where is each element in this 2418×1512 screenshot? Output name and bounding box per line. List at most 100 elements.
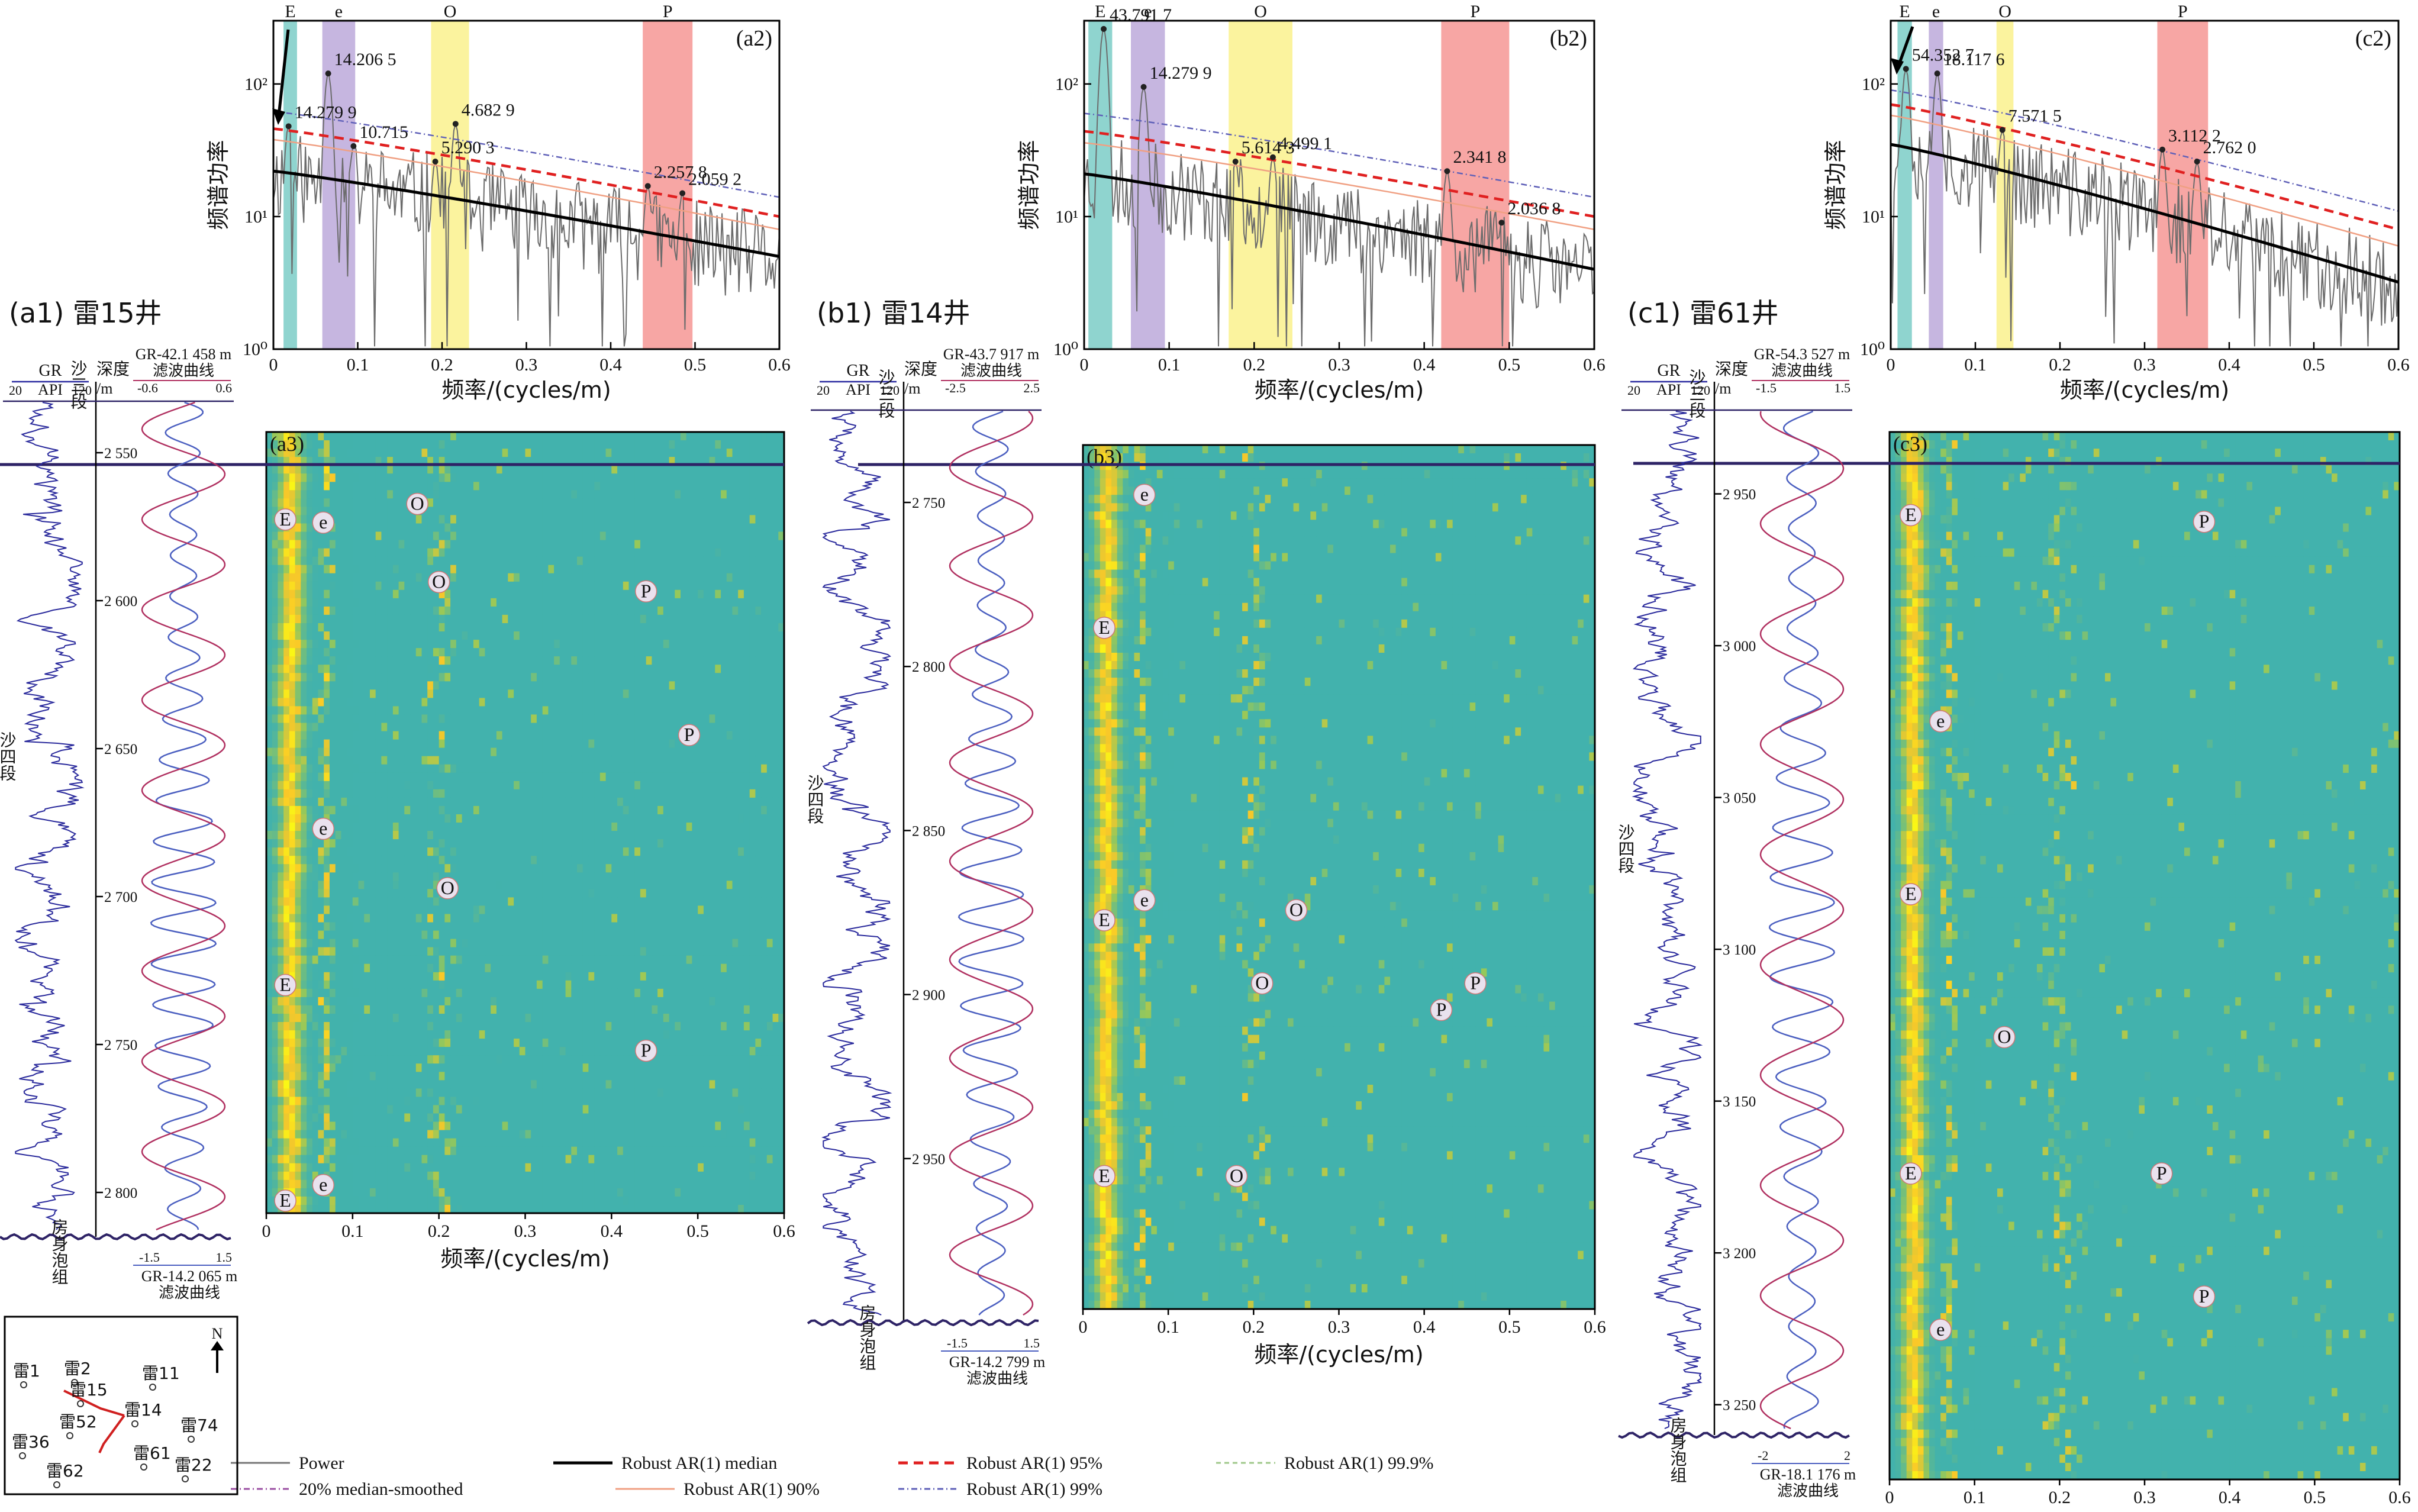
heatmap-cell <box>318 640 324 649</box>
heatmap-cell <box>582 847 589 856</box>
heatmap-cell <box>387 531 394 541</box>
heatmap-cell <box>681 457 687 466</box>
heatmap-cell <box>329 565 336 574</box>
heatmap-cell <box>364 640 370 649</box>
heatmap-cell <box>675 673 681 682</box>
heatmap-cell <box>462 731 469 740</box>
heatmap-cell <box>392 498 399 508</box>
heatmap-cell <box>519 781 526 790</box>
heatmap-cell <box>427 531 434 541</box>
heatmap-cell <box>352 656 359 665</box>
heatmap-cell <box>329 864 336 873</box>
heatmap-cell <box>496 706 503 715</box>
heatmap-cell <box>749 714 756 724</box>
heatmap-cell <box>370 589 376 599</box>
heatmap-cell <box>347 805 353 815</box>
x-tick-label: 0.6 <box>1583 355 1605 375</box>
heatmap-cell <box>749 589 756 599</box>
heatmap-cell <box>329 831 336 840</box>
heatmap-cell <box>599 548 607 557</box>
heatmap-cell <box>341 847 347 856</box>
heatmap-cell <box>318 565 324 574</box>
heatmap-cell <box>421 747 428 757</box>
heatmap-cell <box>605 589 612 599</box>
peak-label: 54.352 7 <box>1912 45 1974 65</box>
heatmap-cell <box>289 673 296 682</box>
heatmap-cell <box>726 689 733 699</box>
heatmap-cell <box>289 598 296 607</box>
heatmap-cell <box>410 531 417 541</box>
heatmap-cell <box>289 589 296 599</box>
heatmap-cell <box>565 614 572 624</box>
heatmap-cell <box>554 789 560 798</box>
heatmap-cell <box>307 772 313 782</box>
heatmap-cell <box>721 565 727 574</box>
heatmap-cell <box>433 665 440 673</box>
heatmap-cell <box>307 631 313 640</box>
heatmap-cell <box>640 656 647 665</box>
heatmap-cell <box>599 507 607 516</box>
heatmap-cell <box>743 739 750 749</box>
heatmap-cell <box>398 698 405 707</box>
heatmap-cell <box>755 689 762 699</box>
heatmap-cell <box>329 698 336 707</box>
heatmap-cell <box>307 673 313 682</box>
heatmap-cell <box>450 465 457 474</box>
heatmap-cell <box>559 548 566 557</box>
heatmap-cell <box>324 872 330 882</box>
heatmap-cell <box>358 540 365 549</box>
heatmap-cell <box>778 614 785 624</box>
heatmap-cell <box>392 606 399 615</box>
heatmap-cell <box>738 531 744 541</box>
heatmap-cell <box>341 449 347 457</box>
heatmap-cell <box>675 856 681 865</box>
heatmap-cell <box>462 565 469 574</box>
heatmap-cell <box>761 681 768 691</box>
heatmap-cell <box>479 449 486 457</box>
heatmap-cell <box>491 856 497 865</box>
heatmap-cell <box>410 449 417 457</box>
heatmap-cell <box>289 823 296 831</box>
heatmap-cell <box>375 449 382 457</box>
heatmap-cell <box>640 482 647 491</box>
heatmap-cell <box>519 598 526 607</box>
heatmap-cell <box>675 565 681 574</box>
arrow-head <box>272 108 285 125</box>
heatmap-cell <box>663 581 670 591</box>
heatmap-cell <box>525 847 531 856</box>
heatmap-cell <box>415 772 423 782</box>
heatmap-cell <box>347 856 353 865</box>
heatmap-cell <box>312 573 319 582</box>
heatmap-cell <box>444 756 451 765</box>
heatmap-cell <box>479 540 486 549</box>
heatmap-cell <box>766 689 773 699</box>
heatmap-cell <box>404 764 411 773</box>
heatmap-cell <box>525 581 531 591</box>
heatmap-cell <box>427 665 434 673</box>
heatmap-cell <box>392 673 399 682</box>
heatmap-cell <box>358 432 365 441</box>
heatmap-cell <box>686 706 693 715</box>
y-tick-label: 10¹ <box>1862 207 1885 227</box>
heatmap-cell <box>628 614 635 624</box>
heatmap-cell <box>715 831 721 840</box>
heatmap-cell <box>663 457 670 466</box>
heatmap-cell <box>514 515 520 524</box>
heatmap-cell <box>692 648 698 657</box>
heatmap-cell <box>623 656 630 665</box>
heatmap-cell <box>617 764 624 773</box>
heatmap-cell <box>307 482 313 491</box>
heatmap-cell <box>347 440 353 449</box>
heatmap-cell <box>732 598 739 607</box>
heatmap-cell <box>686 523 693 533</box>
heatmap-cell <box>341 556 347 566</box>
heatmap-cell <box>398 440 405 449</box>
heatmap-cell <box>577 864 583 873</box>
heatmap-cell <box>312 673 319 682</box>
heatmap-cell <box>554 565 560 574</box>
heatmap-cell <box>525 432 531 441</box>
heatmap-cell <box>439 640 446 649</box>
heatmap-cell <box>577 631 583 640</box>
heatmap-cell <box>318 473 324 482</box>
